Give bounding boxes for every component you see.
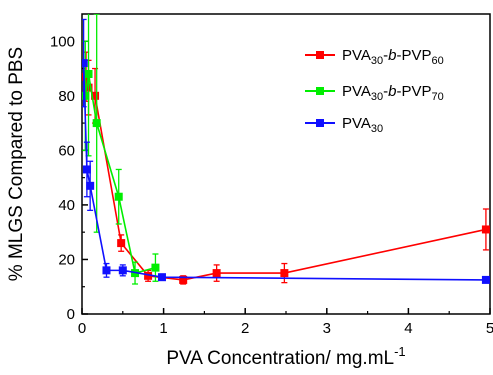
- series-line: [85, 76, 487, 281]
- legend-item-pva30-b-pvp60: PVA30-b-PVP60: [305, 47, 444, 67]
- x-axis-title-superscript: -1: [394, 344, 406, 359]
- legend: PVA30-b-PVP60 PVA30-b-PVP70 PVA30: [305, 47, 444, 135]
- data-point: [179, 275, 188, 284]
- x-tick-label: 4: [404, 320, 412, 337]
- x-tick-label: 0: [78, 320, 86, 337]
- x-tick-label: 2: [241, 320, 249, 337]
- y-tick-label: 0: [67, 306, 75, 323]
- series-pva30: [82, 18, 490, 284]
- data-point: [117, 239, 126, 248]
- x-axis-title: PVA Concentration/ mg.mL-1: [166, 344, 405, 369]
- data-point: [114, 192, 123, 201]
- x-tick-label: 1: [159, 320, 167, 337]
- x-tick-label: 5: [486, 320, 493, 337]
- data-point: [118, 266, 127, 275]
- legend-label: PVA30-b-PVP60: [342, 47, 444, 67]
- y-tick-label: 80: [58, 88, 75, 105]
- data-point: [212, 269, 221, 278]
- series-layer: [82, 14, 490, 285]
- legend-marker: [316, 51, 324, 59]
- data-point: [82, 91, 90, 100]
- data-point: [481, 275, 490, 284]
- data-point: [86, 181, 95, 190]
- data-point: [157, 273, 166, 282]
- data-point: [481, 225, 490, 234]
- legend-item-pva30-b-pvp70: PVA30-b-PVP70: [305, 83, 444, 103]
- data-point: [280, 269, 289, 278]
- legend-marker: [316, 119, 324, 127]
- x-tick-label: 3: [323, 320, 331, 337]
- legend-marker: [316, 87, 324, 95]
- y-axis-title: % MLGS Compared to PBS: [6, 47, 27, 281]
- y-tick-label: 20: [58, 251, 75, 268]
- x-axis: 0 1 2 3 4 5: [78, 308, 493, 337]
- data-point: [102, 266, 111, 275]
- data-point: [91, 91, 100, 100]
- y-tick-label: 40: [58, 197, 75, 214]
- y-tick-label: 60: [58, 142, 75, 159]
- y-tick-label: 100: [50, 33, 75, 50]
- legend-label: PVA30: [342, 115, 383, 135]
- data-point: [82, 165, 91, 174]
- data-point: [84, 70, 93, 78]
- data-point: [82, 59, 88, 68]
- data-point: [151, 263, 160, 272]
- legend-label: PVA30-b-PVP70: [342, 83, 444, 103]
- data-point: [144, 271, 153, 280]
- legend-item-pva30: PVA30: [305, 115, 383, 135]
- data-point: [92, 119, 101, 128]
